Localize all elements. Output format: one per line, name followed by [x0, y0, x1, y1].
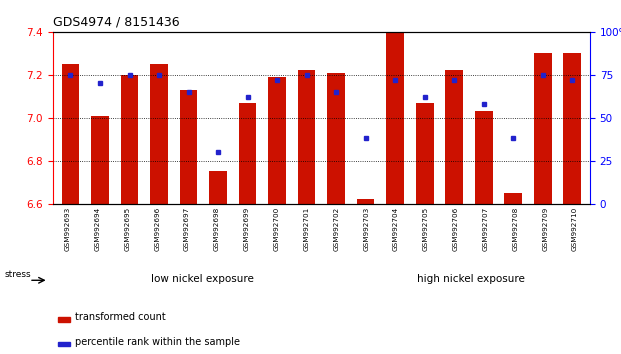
Text: GSM992701: GSM992701: [304, 206, 309, 251]
Bar: [475, 111, 492, 204]
Bar: [327, 73, 345, 204]
Text: GSM992702: GSM992702: [333, 206, 339, 251]
Text: GSM992707: GSM992707: [483, 206, 489, 251]
Text: GSM992700: GSM992700: [274, 206, 279, 251]
Text: GSM992699: GSM992699: [244, 206, 250, 251]
Bar: [150, 64, 168, 204]
Bar: [534, 53, 551, 204]
Bar: [61, 64, 79, 204]
Bar: [58, 317, 70, 322]
Text: GDS4974 / 8151436: GDS4974 / 8151436: [53, 16, 179, 29]
Text: GSM992705: GSM992705: [423, 206, 429, 251]
Bar: [268, 77, 286, 204]
Text: GSM992693: GSM992693: [65, 206, 71, 251]
Bar: [297, 70, 315, 204]
Bar: [445, 70, 463, 204]
Bar: [91, 115, 109, 204]
Text: GSM992696: GSM992696: [154, 206, 160, 251]
Text: high nickel exposure: high nickel exposure: [417, 274, 525, 284]
Bar: [179, 90, 197, 204]
Text: GSM992709: GSM992709: [542, 206, 548, 251]
Text: GSM992695: GSM992695: [124, 206, 130, 251]
Bar: [58, 342, 70, 347]
Text: stress: stress: [4, 270, 31, 279]
Text: transformed count: transformed count: [75, 312, 166, 322]
Bar: [416, 103, 433, 204]
Text: GSM992704: GSM992704: [393, 206, 399, 251]
Text: GSM992698: GSM992698: [214, 206, 220, 251]
Text: percentile rank within the sample: percentile rank within the sample: [75, 337, 240, 347]
Bar: [238, 103, 256, 204]
Bar: [504, 193, 522, 204]
Text: GSM992710: GSM992710: [572, 206, 578, 251]
Text: GSM992703: GSM992703: [363, 206, 369, 251]
Text: GSM992706: GSM992706: [453, 206, 459, 251]
Text: GSM992708: GSM992708: [512, 206, 519, 251]
Text: GSM992694: GSM992694: [94, 206, 101, 251]
Text: low nickel exposure: low nickel exposure: [150, 274, 253, 284]
Bar: [386, 32, 404, 204]
Bar: [120, 75, 138, 204]
Text: GSM992697: GSM992697: [184, 206, 190, 251]
Bar: [357, 199, 374, 204]
Bar: [563, 53, 581, 204]
Bar: [209, 171, 227, 204]
